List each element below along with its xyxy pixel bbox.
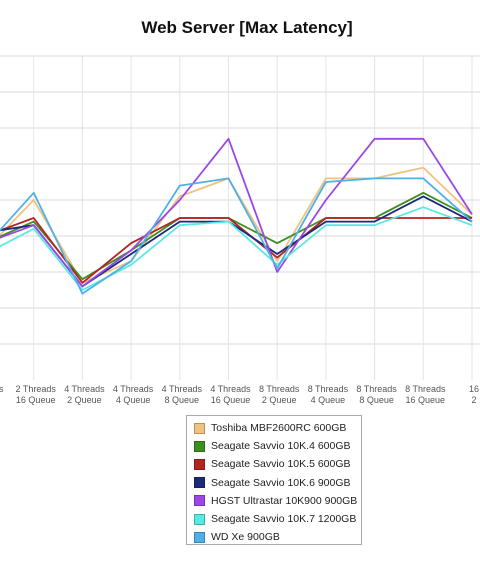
legend-item: HGST Ultrastar 10K900 900GB: [187, 492, 361, 510]
legend: Toshiba MBF2600RC 600GB Seagate Savvio 10…: [186, 415, 362, 545]
legend-item: Toshiba MBF2600RC 600GB: [187, 419, 361, 437]
series-line-6: [0, 177, 473, 295]
x-tick-label: 4 Threads 2 Queue: [64, 384, 105, 405]
x-tick-label: 4 Threads 8 Queue: [162, 384, 203, 405]
legend-label: Toshiba MBF2600RC 600GB: [211, 422, 347, 435]
legend-swatch: [194, 513, 205, 525]
x-tick-label: ThreadsQueue: [0, 384, 4, 405]
legend-item: Seagate Savvio 10K.5 600GB: [187, 455, 361, 473]
series-line-4: [0, 137, 473, 288]
x-tick-label: 8 Threads 4 Queue: [308, 384, 349, 405]
chart-title: Web Server [Max Latency]: [141, 18, 353, 37]
legend-item: Seagate Savvio 10K.4 600GB: [187, 437, 361, 455]
x-tick-label: 8 Threads 8 Queue: [356, 384, 397, 405]
legend-item: WD Xe 900GB: [187, 528, 361, 546]
series-lines: [0, 137, 473, 295]
legend-swatch: [194, 477, 205, 489]
legend-swatch: [194, 458, 205, 470]
legend-label: Seagate Savvio 10K.5 600GB: [211, 458, 351, 471]
legend-label: Seagate Savvio 10K.6 900GB: [211, 476, 351, 489]
x-tick-label: 2 Threads 16 Queue: [16, 384, 57, 405]
legend-label: WD Xe 900GB: [211, 531, 280, 544]
legend-swatch: [194, 495, 205, 507]
legend-label: Seagate Savvio 10K.7 1200GB: [211, 513, 357, 526]
x-tick-label: 4 Threads 16 Queue: [210, 384, 251, 405]
legend-label: HGST Ultrastar 10K900 900GB: [211, 494, 358, 507]
series-line-5: [0, 206, 473, 291]
x-tick-label: 16 2: [469, 384, 479, 405]
legend-swatch: [194, 531, 205, 543]
legend-label: Seagate Savvio 10K.4 600GB: [211, 440, 351, 453]
legend-swatch: [194, 422, 205, 434]
x-tick-label: 8 Threads 16 Queue: [405, 384, 446, 405]
x-tick-label: 4 Threads 4 Queue: [113, 384, 154, 405]
legend-item: Seagate Savvio 10K.6 900GB: [187, 474, 361, 492]
legend-item: Seagate Savvio 10K.7 1200GB: [187, 510, 361, 528]
x-tick-label: 8 Threads 2 Queue: [259, 384, 300, 405]
legend-swatch: [194, 440, 205, 452]
